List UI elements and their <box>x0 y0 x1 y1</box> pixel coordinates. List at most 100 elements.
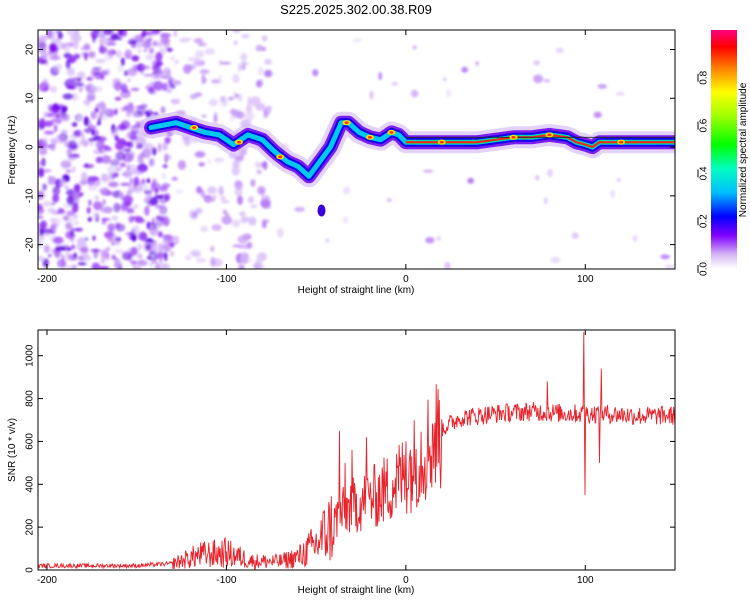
spectrogram-speckle <box>115 166 122 172</box>
spectrogram-speckle <box>103 231 115 239</box>
spectrogram-xlabel: Height of straight line (km) <box>298 285 415 296</box>
spectrogram-speckle <box>55 133 66 144</box>
spectrogram-speckle <box>98 266 110 269</box>
spectrogram-speckle <box>137 253 143 260</box>
spectrogram-speckle <box>137 243 142 251</box>
spectrogram-speckle <box>183 64 192 74</box>
spectrogram-speckle <box>132 110 143 118</box>
spectrogram-speckle <box>38 37 44 43</box>
colorbar-gradient <box>711 30 737 269</box>
spectrogram-speckle <box>175 189 184 195</box>
spectrogram-speckle <box>263 219 270 223</box>
spectrogram-speckle <box>665 264 675 269</box>
spectrogram-speckle <box>48 218 57 222</box>
spectrogram-speckle <box>73 130 81 136</box>
spectrogram-speckle <box>133 225 140 235</box>
spectrogram-speckle <box>550 256 561 264</box>
spectrogram-speckle <box>82 253 91 262</box>
spectrogram-speckle <box>231 219 241 228</box>
spectrogram-speckle <box>141 178 146 185</box>
spectrogram-speckle <box>73 82 85 87</box>
spectrogram-speckle <box>62 93 74 100</box>
spectrogram-speckle <box>86 91 97 96</box>
spectrogram-speckle <box>277 227 284 238</box>
spectrogram-speckle <box>147 87 155 94</box>
spectrogram-speckle <box>94 195 99 201</box>
spectrogram-speckle <box>616 91 625 96</box>
spectrogram-speckle <box>93 177 101 187</box>
spectrogram-speckle <box>256 169 262 175</box>
spectrogram-speckle <box>69 54 76 64</box>
spectrogram-speckle <box>152 183 160 187</box>
spectrogram-speckle <box>47 253 52 258</box>
spectrogram-speckle <box>177 160 187 170</box>
spectrogram-speckle <box>114 81 122 92</box>
colorbar-ticks: 0.0 0.2 0.4 0.6 0.8 <box>697 70 710 276</box>
spectrogram-speckle <box>134 218 146 223</box>
spectrogram-speckle <box>71 244 75 250</box>
spectrogram-speckle <box>60 160 72 169</box>
spectrogram-speckle <box>55 114 61 120</box>
spectrogram-speckle <box>444 262 451 269</box>
spectrogram-speckle <box>171 176 178 181</box>
spectrogram-speckle <box>77 77 82 82</box>
chart-title: S225.2025.302.00.38.R09 <box>280 2 432 17</box>
spectrogram-speckle <box>127 164 137 174</box>
ridge-hotspot-core <box>511 136 516 139</box>
spectrogram-speckle <box>158 40 164 49</box>
spectrogram-speckle <box>51 118 57 123</box>
spectrogram-speckle <box>343 216 348 224</box>
spectrogram-speckle <box>53 236 64 244</box>
spectrogram-speckle <box>40 183 47 193</box>
spectrogram-speckle <box>219 60 223 66</box>
spectrogram-speckle <box>412 45 417 50</box>
spectrogram-speckle <box>47 51 53 56</box>
spectrogram-speckle <box>100 115 108 121</box>
spectrogram-speckle <box>220 196 226 200</box>
spectrogram-speckle <box>108 49 113 58</box>
spectrogram-speckle <box>555 47 564 54</box>
spectrogram-speckle <box>157 231 163 238</box>
spectrogram-speckle <box>106 37 117 42</box>
spectrogram-speckle <box>108 181 119 188</box>
spectrogram-speckle <box>143 143 154 152</box>
spectrogram-speckle <box>63 52 72 59</box>
spectrogram-speckle <box>92 34 96 43</box>
spectrogram-speckle <box>98 46 108 54</box>
spectrogram-speckle <box>193 57 201 68</box>
spectrogram-speckle <box>170 98 181 105</box>
colorbar: 0.0 0.2 0.4 0.6 0.8 Normalized spectral ampl… <box>697 30 749 276</box>
spectrogram-speckle <box>164 234 174 242</box>
spectrogram-speckle <box>137 153 143 164</box>
spectrogram-speckle <box>148 47 154 54</box>
spectrogram-speckle <box>158 142 162 153</box>
spectrogram-speckle <box>43 120 54 127</box>
spectrogram-speckle <box>166 88 172 94</box>
spectrogram-speckle <box>100 257 106 264</box>
spectrogram-speckle <box>571 232 579 239</box>
spectrogram-speckle <box>109 159 120 167</box>
spectrogram-speckle <box>128 215 134 223</box>
snr-xtick-label: 100 <box>577 575 594 586</box>
spectrogram-speckle <box>353 38 363 43</box>
spectrogram-speckle <box>247 196 255 204</box>
spectrogram-speckle <box>168 242 175 246</box>
spectrogram-speckle <box>157 243 165 252</box>
spectrogram-speckle <box>127 132 136 137</box>
spectrogram-speckle <box>247 96 251 106</box>
spectrogram-speckle <box>222 209 227 215</box>
spectrogram-speckle <box>95 139 104 150</box>
spectrogram-speckle <box>132 204 139 209</box>
ridge-core-red <box>405 133 675 149</box>
spectrogram-speckle <box>100 155 112 164</box>
spectrogram-speckle <box>52 193 60 203</box>
spectrogram-speckle <box>200 225 209 233</box>
spectrogram-speckle <box>79 246 89 253</box>
spectrogram-speckle <box>241 62 250 66</box>
spectrogram-speckle <box>173 59 180 65</box>
spectrogram-speckle <box>221 215 233 225</box>
spectrogram-speckle <box>131 55 140 62</box>
spectrogram-speckle <box>66 77 77 86</box>
spectrogram-speckle <box>145 244 152 250</box>
